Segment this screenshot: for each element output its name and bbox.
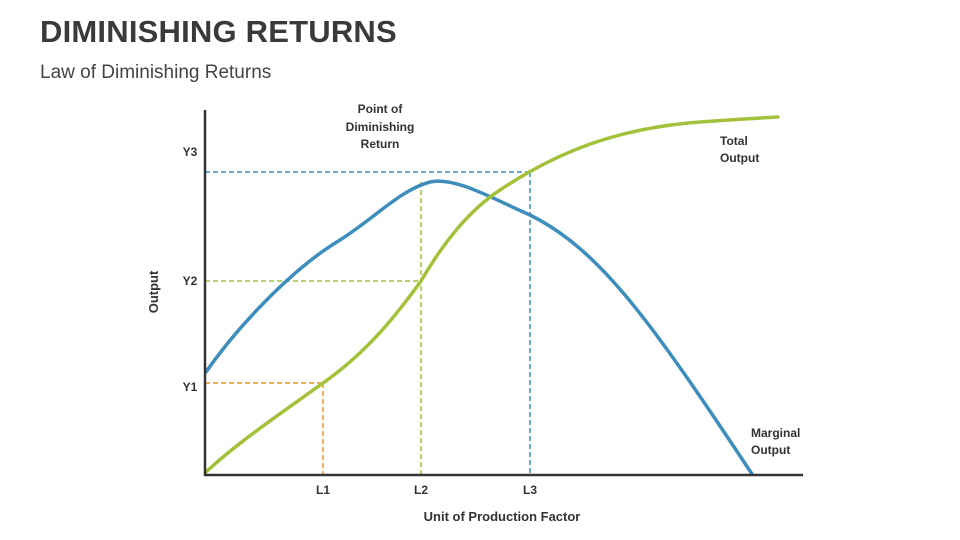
page-subtitle: Law of Diminishing Returns (40, 62, 272, 83)
total-output-label-line1: Total (720, 134, 748, 148)
marginal-output-curve (204, 179, 754, 476)
marginal-output-label-line2: Output (751, 443, 790, 457)
peak-annotation-line2: Diminishing (346, 120, 415, 134)
total-output-label-line2: Output (720, 151, 759, 165)
peak-annotation-line1: Point of (358, 102, 404, 116)
total-output-curve (204, 115, 780, 474)
y-tick-y3: Y3 (183, 145, 198, 159)
y-tick-y1: Y1 (183, 380, 198, 394)
y-tick-y2: Y2 (183, 274, 198, 288)
x-tick-l2: L2 (414, 483, 428, 497)
page-title: DIMINISHING RETURNS (40, 14, 397, 49)
x-axis-title: Unit of Production Factor (424, 509, 581, 524)
y-axis-title: Output (146, 270, 161, 313)
peak-annotation-line3: Return (361, 137, 400, 151)
x-tick-l1: L1 (316, 483, 330, 497)
marginal-output-label-line1: Marginal (751, 426, 800, 440)
x-tick-l3: L3 (523, 483, 537, 497)
